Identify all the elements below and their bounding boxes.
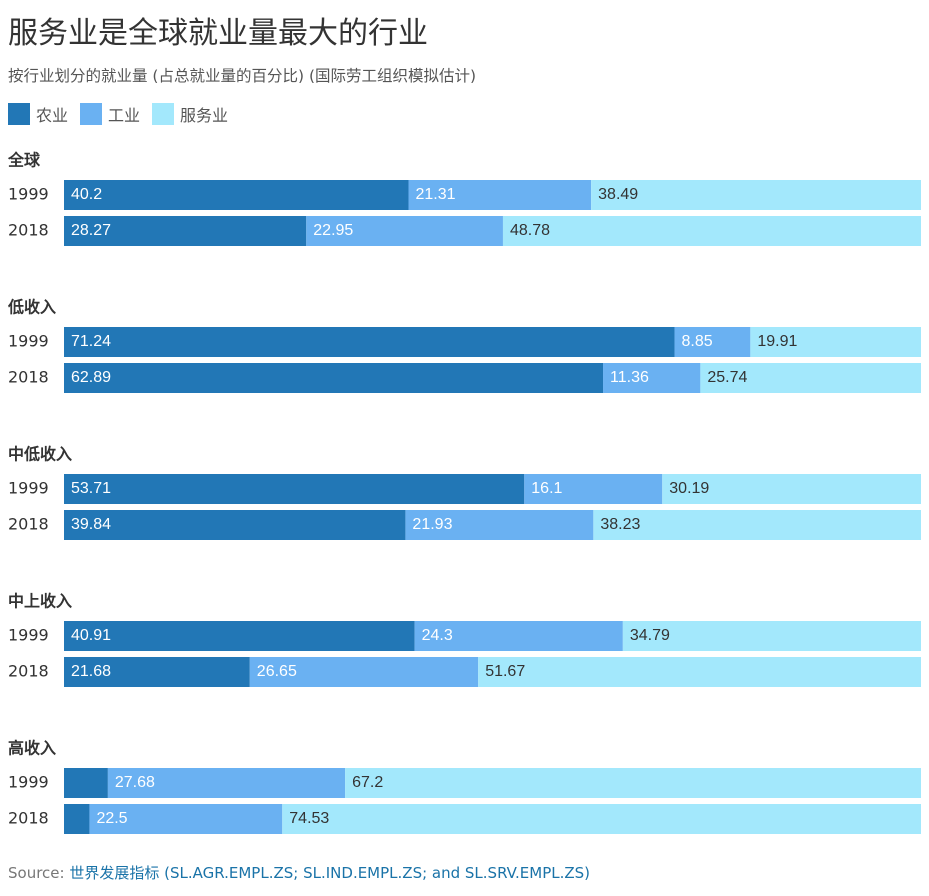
- bar-segment-agriculture: [64, 621, 415, 651]
- data-label: 11.36: [610, 369, 649, 386]
- data-label: 74.53: [289, 810, 329, 827]
- bar-segment-services: [593, 510, 921, 540]
- data-label: 39.84: [71, 516, 111, 533]
- year-label: 2018: [8, 221, 49, 240]
- source-note: Source: 世界发展指标 (SL.AGR.EMPL.ZS; SL.IND.E…: [8, 862, 590, 883]
- data-label: 24.3: [422, 627, 453, 644]
- data-label: 38.49: [598, 186, 638, 203]
- data-label: 38.23: [600, 516, 640, 533]
- group-label: 中低收入: [8, 445, 72, 464]
- data-label: 67.2: [352, 774, 383, 791]
- bar-segment-services: [503, 216, 921, 246]
- group-label: 高收入: [8, 739, 56, 758]
- data-label: 27.68: [115, 774, 155, 791]
- year-label: 2018: [8, 809, 49, 828]
- bar-segment-agriculture: [64, 474, 524, 504]
- bar-segment-services: [282, 804, 921, 834]
- group-label: 中上收入: [8, 592, 72, 611]
- data-label: 48.78: [510, 222, 550, 239]
- data-label: 40.2: [71, 186, 102, 203]
- data-label: 21.31: [416, 186, 456, 203]
- source-prefix: Source:: [8, 864, 69, 882]
- bar-segment-agriculture: [64, 327, 675, 357]
- year-label: 2018: [8, 515, 49, 534]
- source-link[interactable]: 世界发展指标 (SL.AGR.EMPL.ZS; SL.IND.EMPL.ZS; …: [69, 864, 590, 882]
- data-label: 21.68: [71, 663, 111, 680]
- group-label: 全球: [7, 151, 41, 170]
- data-label: 53.71: [71, 480, 111, 497]
- data-label: 34.79: [630, 627, 670, 644]
- bar-segment-services: [591, 180, 921, 210]
- year-label: 1999: [8, 626, 49, 645]
- data-label: 25.74: [707, 369, 747, 386]
- data-label: 26.65: [257, 663, 297, 680]
- data-label: 62.89: [71, 369, 111, 386]
- data-label: 16.1: [531, 480, 562, 497]
- data-label: 71.24: [71, 333, 111, 350]
- bar-segment-agriculture: [64, 804, 89, 834]
- data-label: 21.93: [412, 516, 452, 533]
- bar-segment-agriculture: [64, 768, 108, 798]
- bar-segment-agriculture: [64, 180, 409, 210]
- data-label: 22.95: [313, 222, 353, 239]
- bar-segment-services: [345, 768, 921, 798]
- bar-segment-agriculture: [64, 363, 603, 393]
- data-label: 28.27: [71, 222, 111, 239]
- year-label: 1999: [8, 185, 49, 204]
- year-label: 2018: [8, 662, 49, 681]
- data-label: 19.91: [757, 333, 797, 350]
- data-label: 30.19: [669, 480, 709, 497]
- year-label: 1999: [8, 332, 49, 351]
- bar-segment-services: [478, 657, 921, 687]
- data-label: 22.5: [96, 810, 127, 827]
- data-label: 51.67: [485, 663, 525, 680]
- bar-segment-agriculture: [64, 510, 405, 540]
- group-label: 低收入: [7, 298, 56, 317]
- data-label: 8.85: [682, 333, 713, 350]
- data-label: 40.91: [71, 627, 111, 644]
- year-label: 1999: [8, 479, 49, 498]
- year-label: 1999: [8, 773, 49, 792]
- year-label: 2018: [8, 368, 49, 387]
